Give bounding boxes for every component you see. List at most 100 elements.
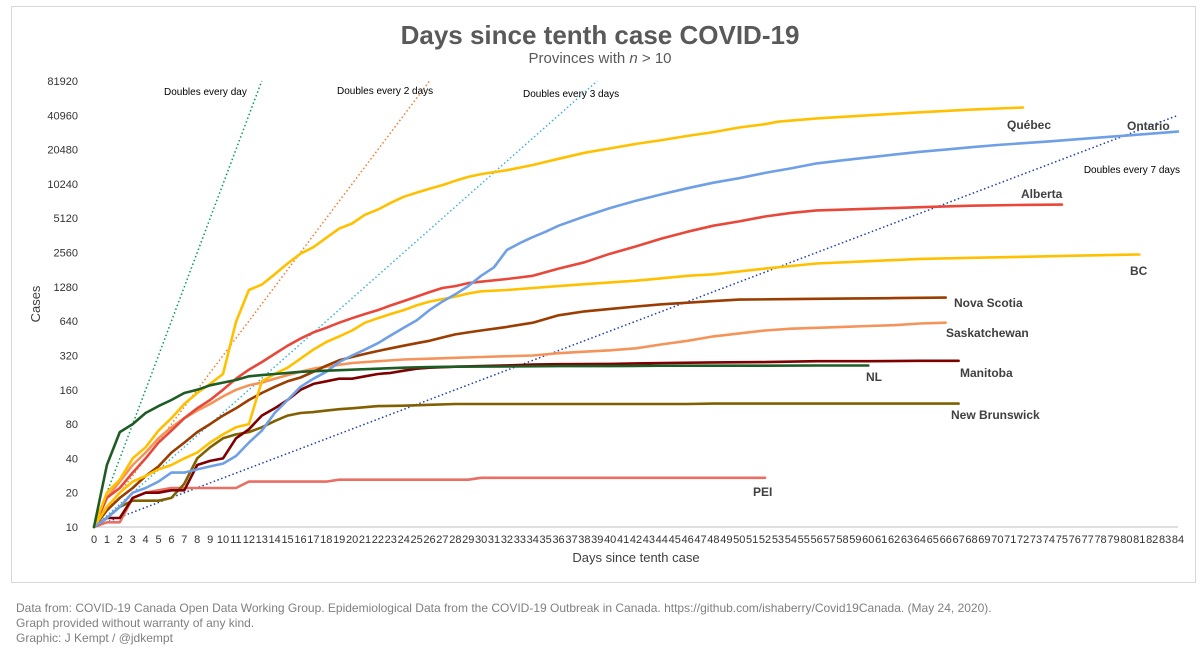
- x-tick-label: 50: [733, 534, 745, 546]
- x-tick-label: 22: [372, 534, 384, 546]
- series-label-pei: PEI: [753, 485, 772, 499]
- x-tick-label: 9: [207, 534, 213, 546]
- series-line-alberta: [92, 203, 1064, 529]
- x-tick-label: 1: [104, 534, 110, 546]
- x-tick-label: 11: [230, 534, 241, 546]
- series-label-manitoba: Manitoba: [960, 366, 1013, 380]
- x-tick-label: 84: [1172, 534, 1184, 546]
- chart: Days since tenth case COVID-19 Provinces…: [28, 20, 1184, 565]
- chart-title: Days since tenth case COVID-19: [401, 20, 800, 50]
- x-tick-label: 32: [501, 534, 513, 546]
- chart-subtitle: Provinces with n > 10: [529, 50, 672, 67]
- x-tick-label: 72: [1017, 534, 1029, 546]
- x-tick-label: 15: [281, 534, 293, 546]
- x-tick-label: 7: [181, 534, 187, 546]
- x-tick-label: 74: [1043, 534, 1055, 546]
- x-tick-label: 57: [823, 534, 835, 546]
- x-tick-label: 0: [91, 534, 97, 546]
- series-label-new-brunswick: New Brunswick: [951, 408, 1040, 422]
- x-tick-label: 42: [630, 534, 642, 546]
- x-tick-label: 39: [591, 534, 603, 546]
- x-tick-label: 52: [759, 534, 771, 546]
- credits-source: Data from: COVID-19 Canada Open Data Wor…: [16, 601, 992, 615]
- x-tick-label: 37: [565, 534, 577, 546]
- x-tick-label: 45: [669, 534, 681, 546]
- x-tick-label: 49: [720, 534, 732, 546]
- series-line-manitoba: [92, 359, 960, 529]
- series-label-alberta: Alberta: [1021, 187, 1063, 201]
- x-tick-label: 13: [256, 534, 268, 546]
- x-tick-label: 83: [1159, 534, 1171, 546]
- x-tick-label: 23: [385, 534, 397, 546]
- x-tick-label: 21: [359, 534, 371, 546]
- y-tick-label: 320: [60, 350, 78, 362]
- x-tick-label: 2: [117, 534, 123, 546]
- x-tick-label: 51: [746, 534, 758, 546]
- x-tick-label: 64: [914, 534, 926, 546]
- y-tick-label: 40960: [47, 110, 78, 122]
- x-tick-label: 70: [991, 534, 1003, 546]
- reference-label-doubles-every-2-days: Doubles every 2 days: [337, 86, 433, 97]
- y-tick-label: 10240: [47, 179, 78, 191]
- x-tick-label: 35: [540, 534, 552, 546]
- x-tick-label: 19: [333, 534, 345, 546]
- x-tick-label: 62: [888, 534, 900, 546]
- x-tick-label: 6: [168, 534, 174, 546]
- series-label-saskatchewan: Saskatchewan: [946, 326, 1029, 340]
- x-tick-label: 75: [1056, 534, 1068, 546]
- axes: 1020408016032064012802560512010240204804…: [47, 76, 1184, 546]
- y-tick-label: 2560: [54, 248, 78, 260]
- credits: Data from: COVID-19 Canada Open Data Wor…: [16, 601, 992, 646]
- x-tick-label: 76: [1069, 534, 1081, 546]
- series-lines: [92, 106, 1180, 529]
- x-tick-label: 26: [423, 534, 435, 546]
- x-tick-label: 17: [307, 534, 319, 546]
- x-tick-label: 4: [143, 534, 149, 546]
- y-tick-label: 20: [66, 488, 78, 500]
- x-tick-label: 48: [707, 534, 719, 546]
- credits-author: Graphic: J Kempt / @jdkempt: [16, 631, 173, 645]
- reference-label-doubles-every-day: Doubles every day: [164, 87, 247, 98]
- series-label-quebec: Québec: [1007, 118, 1051, 132]
- x-tick-label: 81: [1133, 534, 1145, 546]
- x-tick-label: 10: [217, 534, 229, 546]
- x-tick-label: 31: [488, 534, 500, 546]
- x-tick-label: 63: [901, 534, 913, 546]
- series-labels: Québec Ontario Alberta BC Nova Scotia Saskatc…: [753, 118, 1170, 499]
- series-line-bc: [92, 253, 1141, 529]
- y-tick-label: 640: [60, 316, 78, 328]
- x-tick-label: 78: [1094, 534, 1106, 546]
- credits-warranty: Graph provided without warranty of any k…: [16, 616, 255, 630]
- series-label-nova-scotia: Nova Scotia: [954, 296, 1023, 310]
- x-tick-label: 40: [604, 534, 616, 546]
- x-tick-label: 79: [1107, 534, 1119, 546]
- x-tick-label: 43: [643, 534, 655, 546]
- reference-line-doubles-every-day: [93, 80, 263, 528]
- x-tick-label: 38: [578, 534, 590, 546]
- x-tick-label: 73: [1030, 534, 1042, 546]
- y-tick-label: 20480: [47, 145, 78, 157]
- x-tick-label: 66: [940, 534, 952, 546]
- x-tick-label: 36: [552, 534, 564, 546]
- y-axis-label: Cases: [28, 285, 43, 322]
- x-tick-label: 46: [681, 534, 693, 546]
- y-tick-label: 40: [66, 453, 78, 465]
- reference-line-doubles-every-7-days: [93, 114, 1179, 528]
- x-tick-label: 16: [294, 534, 306, 546]
- x-tick-label: 14: [269, 534, 281, 546]
- x-tick-label: 5: [155, 534, 161, 546]
- x-tick-label: 30: [475, 534, 487, 546]
- series-label-bc: BC: [1130, 264, 1148, 278]
- reference-label-doubles-every-7-days: Doubles every 7 days: [1084, 165, 1180, 176]
- x-tick-label: 24: [398, 534, 410, 546]
- x-axis-label: Days since tenth case: [572, 550, 699, 565]
- series-line-ontario: [92, 130, 1180, 529]
- x-tick-label: 33: [514, 534, 526, 546]
- x-tick-label: 60: [862, 534, 874, 546]
- x-tick-label: 8: [194, 534, 200, 546]
- y-tick-label: 1280: [54, 282, 78, 294]
- y-tick-label: 5120: [54, 213, 78, 225]
- x-tick-label: 29: [462, 534, 474, 546]
- x-tick-label: 44: [656, 534, 668, 546]
- x-tick-label: 53: [772, 534, 784, 546]
